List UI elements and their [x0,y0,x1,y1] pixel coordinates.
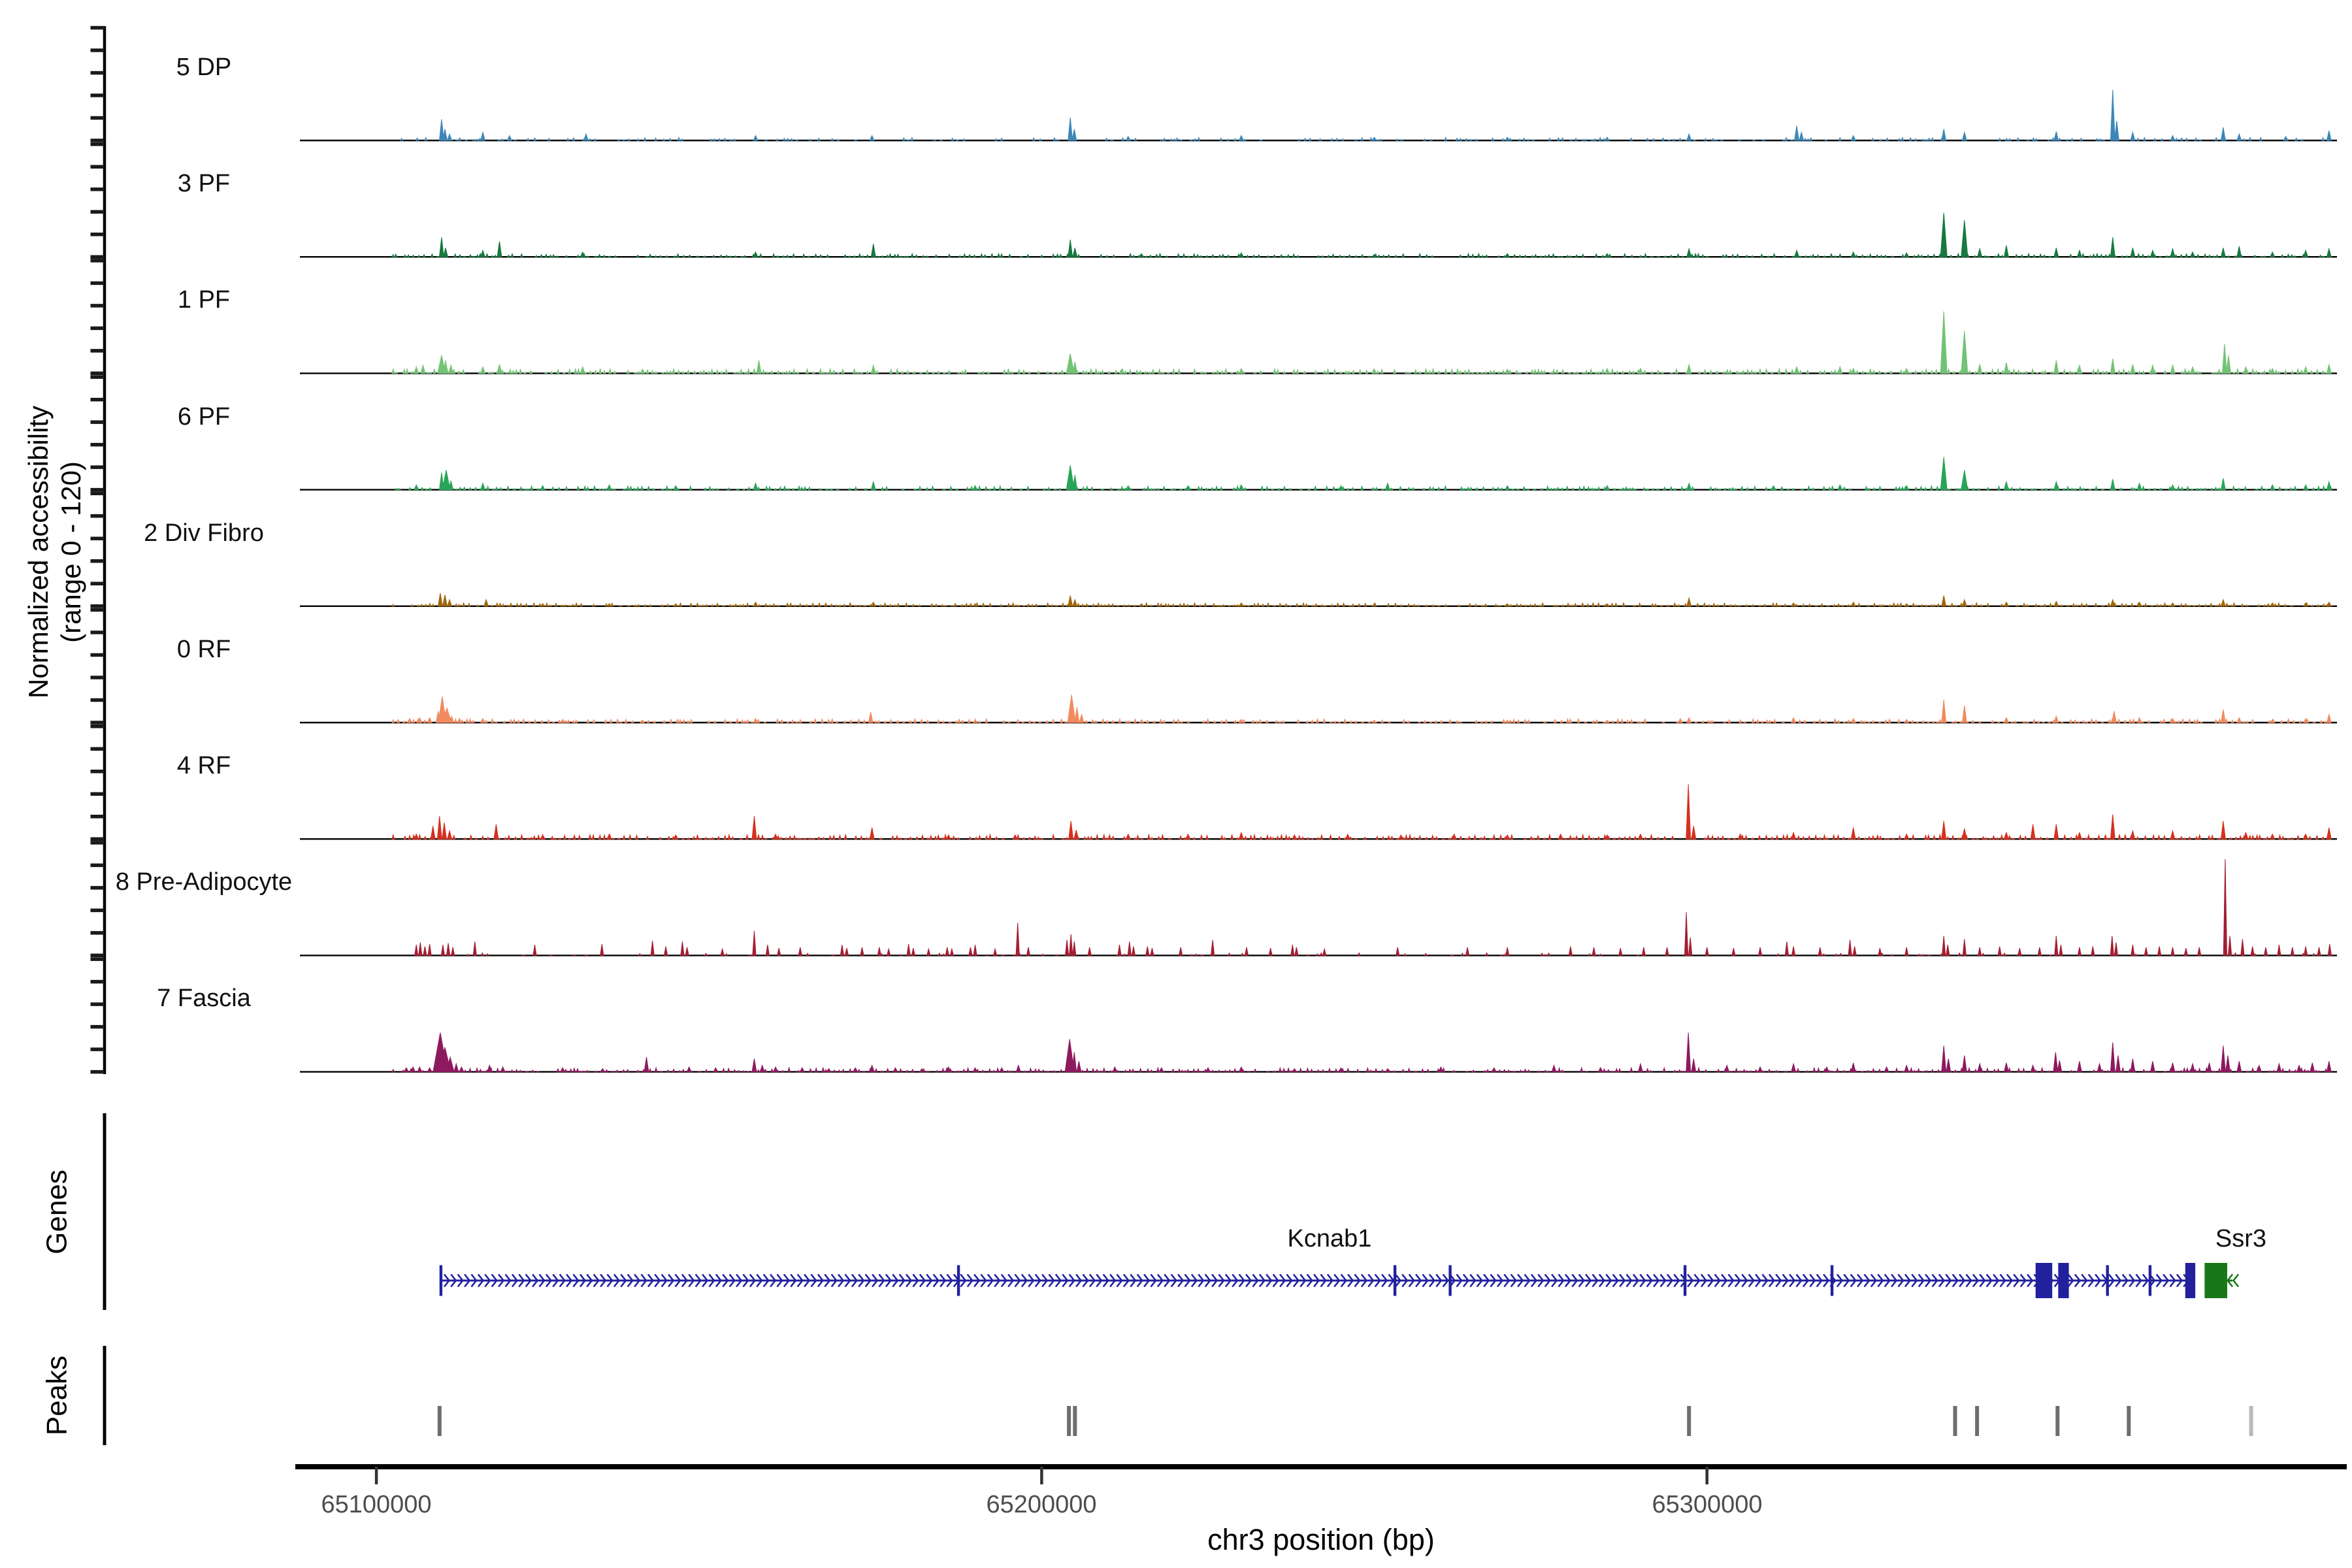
track-signal-2-div-fibro [391,593,2333,607]
track-signal-1-pf [391,311,2332,374]
track-label-3-pf: 3 PF [178,170,230,197]
gene-ssr3 [2204,1263,2240,1298]
x-tick-label-65100000: 65100000 [321,1491,431,1518]
x-axis-ticks [374,1467,1708,1484]
y-axis-title-line2: (range 0 - 120) [56,461,86,643]
exon-block [2204,1263,2227,1298]
exon-tick [2148,1265,2152,1296]
x-tick-label-65200000: 65200000 [986,1491,1096,1518]
peak-bar [2249,1406,2253,1436]
genes-section: Genes Kcnab1 Ssr3 [41,1113,2266,1310]
y-axis: Normalized accessibility (range 0 - 120) [23,25,106,1074]
gene-kcnab1 [439,1263,2196,1298]
exon-tick [2106,1265,2109,1296]
peak-bar [437,1406,442,1436]
exon-block [2058,1263,2069,1298]
peak-bar [2127,1406,2131,1436]
exon-tick [439,1265,443,1296]
gene-label-kcnab1: Kcnab1 [1288,1225,1372,1252]
track-label-1-pf: 1 PF [178,286,230,314]
x-axis-title: chr3 position (bp) [1207,1523,1435,1556]
x-tick-label-65300000: 65300000 [1652,1491,1762,1518]
exon-block [2185,1263,2196,1298]
gene-models [439,1263,2240,1298]
exon-tick [1683,1265,1687,1296]
peak-bar [1975,1406,1980,1436]
peaks-section: Peaks [41,1346,2253,1445]
peak-bar [1953,1406,1957,1436]
strand-direction-chevrons [443,1273,2190,1288]
track-signal-8-pre-adipocyte [414,858,2332,956]
exon-block [2035,1263,2053,1298]
track-signal-0-rf [391,694,2332,723]
strand-direction-chevrons [2226,1273,2240,1288]
track-signal-6-pf [395,457,2332,491]
exon-tick [1393,1265,1397,1296]
track-label-7-fascia: 7 Fascia [157,985,251,1012]
track-label-4-rf: 4 RF [177,752,231,779]
track-signal-4-rf [391,784,2332,840]
track-signal-7-fascia [391,1032,2332,1073]
gene-label-ssr3: Ssr3 [2215,1225,2266,1252]
track-label-5-dp: 5 DP [176,54,231,81]
track-label-8-pre-adipocyte: 8 Pre-Adipocyte [116,868,292,896]
coverage-tracks [300,90,2337,1073]
track-label-0-rf: 0 RF [177,636,231,663]
y-axis-ticks [90,25,105,1074]
peak-bar [2055,1406,2060,1436]
exon-tick [1448,1265,1452,1296]
peaks-section-label: Peaks [41,1356,73,1435]
track-signal-3-pf [391,212,2332,257]
track-label-6-pf: 6 PF [178,403,230,431]
peak-calls [437,1406,2253,1436]
track-label-2-div-fibro: 2 Div Fibro [144,519,264,547]
peak-bar [1073,1406,1077,1436]
peak-bar [1067,1406,1071,1436]
exon-tick [956,1265,960,1296]
genes-section-label: Genes [41,1169,73,1254]
exon-tick [1830,1265,1834,1296]
y-axis-title-line1: Normalized accessibility [23,406,54,698]
track-labels: 5 DP 3 PF 1 PF 6 PF 2 Div Fibro 0 RF 4 R… [116,54,292,1012]
peak-bar [1687,1406,1691,1436]
x-axis: 65100000 65200000 65300000 chr3 position… [295,1464,2347,1556]
track-signal-5-dp [400,90,2332,141]
